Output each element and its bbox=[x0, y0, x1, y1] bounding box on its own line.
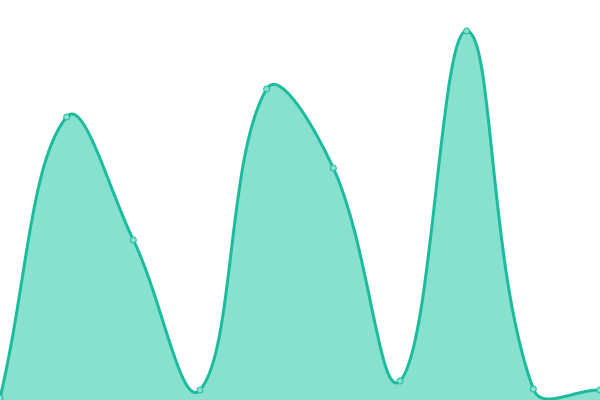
area-fill bbox=[0, 30, 600, 400]
data-point-0[interactable] bbox=[0, 394, 4, 400]
data-point-8[interactable] bbox=[529, 385, 537, 393]
data-point-3[interactable] bbox=[196, 386, 204, 394]
data-point-7[interactable] bbox=[463, 27, 471, 35]
data-point-2[interactable] bbox=[129, 236, 137, 244]
data-point-1[interactable] bbox=[63, 113, 71, 121]
data-point-5[interactable] bbox=[329, 164, 337, 172]
data-point-4[interactable] bbox=[263, 85, 271, 93]
data-point-6[interactable] bbox=[396, 377, 404, 385]
data-point-9[interactable] bbox=[596, 386, 600, 394]
series-line bbox=[0, 29, 600, 400]
